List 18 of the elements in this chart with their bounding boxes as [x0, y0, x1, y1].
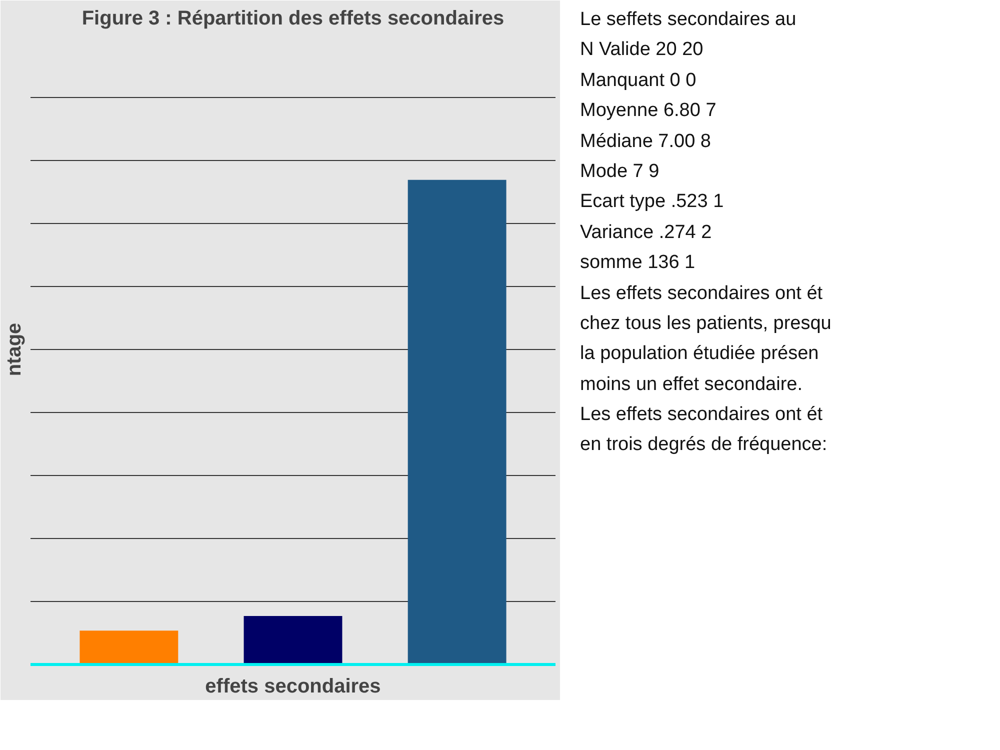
x-axis-title: effets secondaires [205, 676, 381, 698]
text: N Valide 20 20 [580, 38, 704, 62]
text: Manquant 0 0 [580, 68, 698, 93]
text: en trois degrés de fréquence: [580, 433, 828, 458]
text: Moyenne 6.80 7 [580, 99, 718, 124]
chart-title: Figure 3 : Répartition des effets secondaires [82, 8, 504, 30]
text: Les effets secondaires ont ét [580, 403, 824, 428]
text: Ecart type .523 1 [580, 190, 725, 214]
y-axis-title: ntage [4, 322, 26, 376]
text: chez tous les patients, presqu [580, 312, 832, 336]
text: somme 136 1 [580, 251, 696, 276]
text: Les effets secondaires ont ét [580, 282, 824, 306]
text: moins un effet secondaire. [580, 372, 804, 397]
text: Médiane 7.00 8 [580, 130, 712, 154]
text: Le seffets secondaires au [580, 8, 798, 32]
text: Variance .274 2 [580, 220, 713, 245]
text: Mode 7 9 [580, 160, 660, 184]
text: la population étudiée présen [580, 342, 820, 366]
